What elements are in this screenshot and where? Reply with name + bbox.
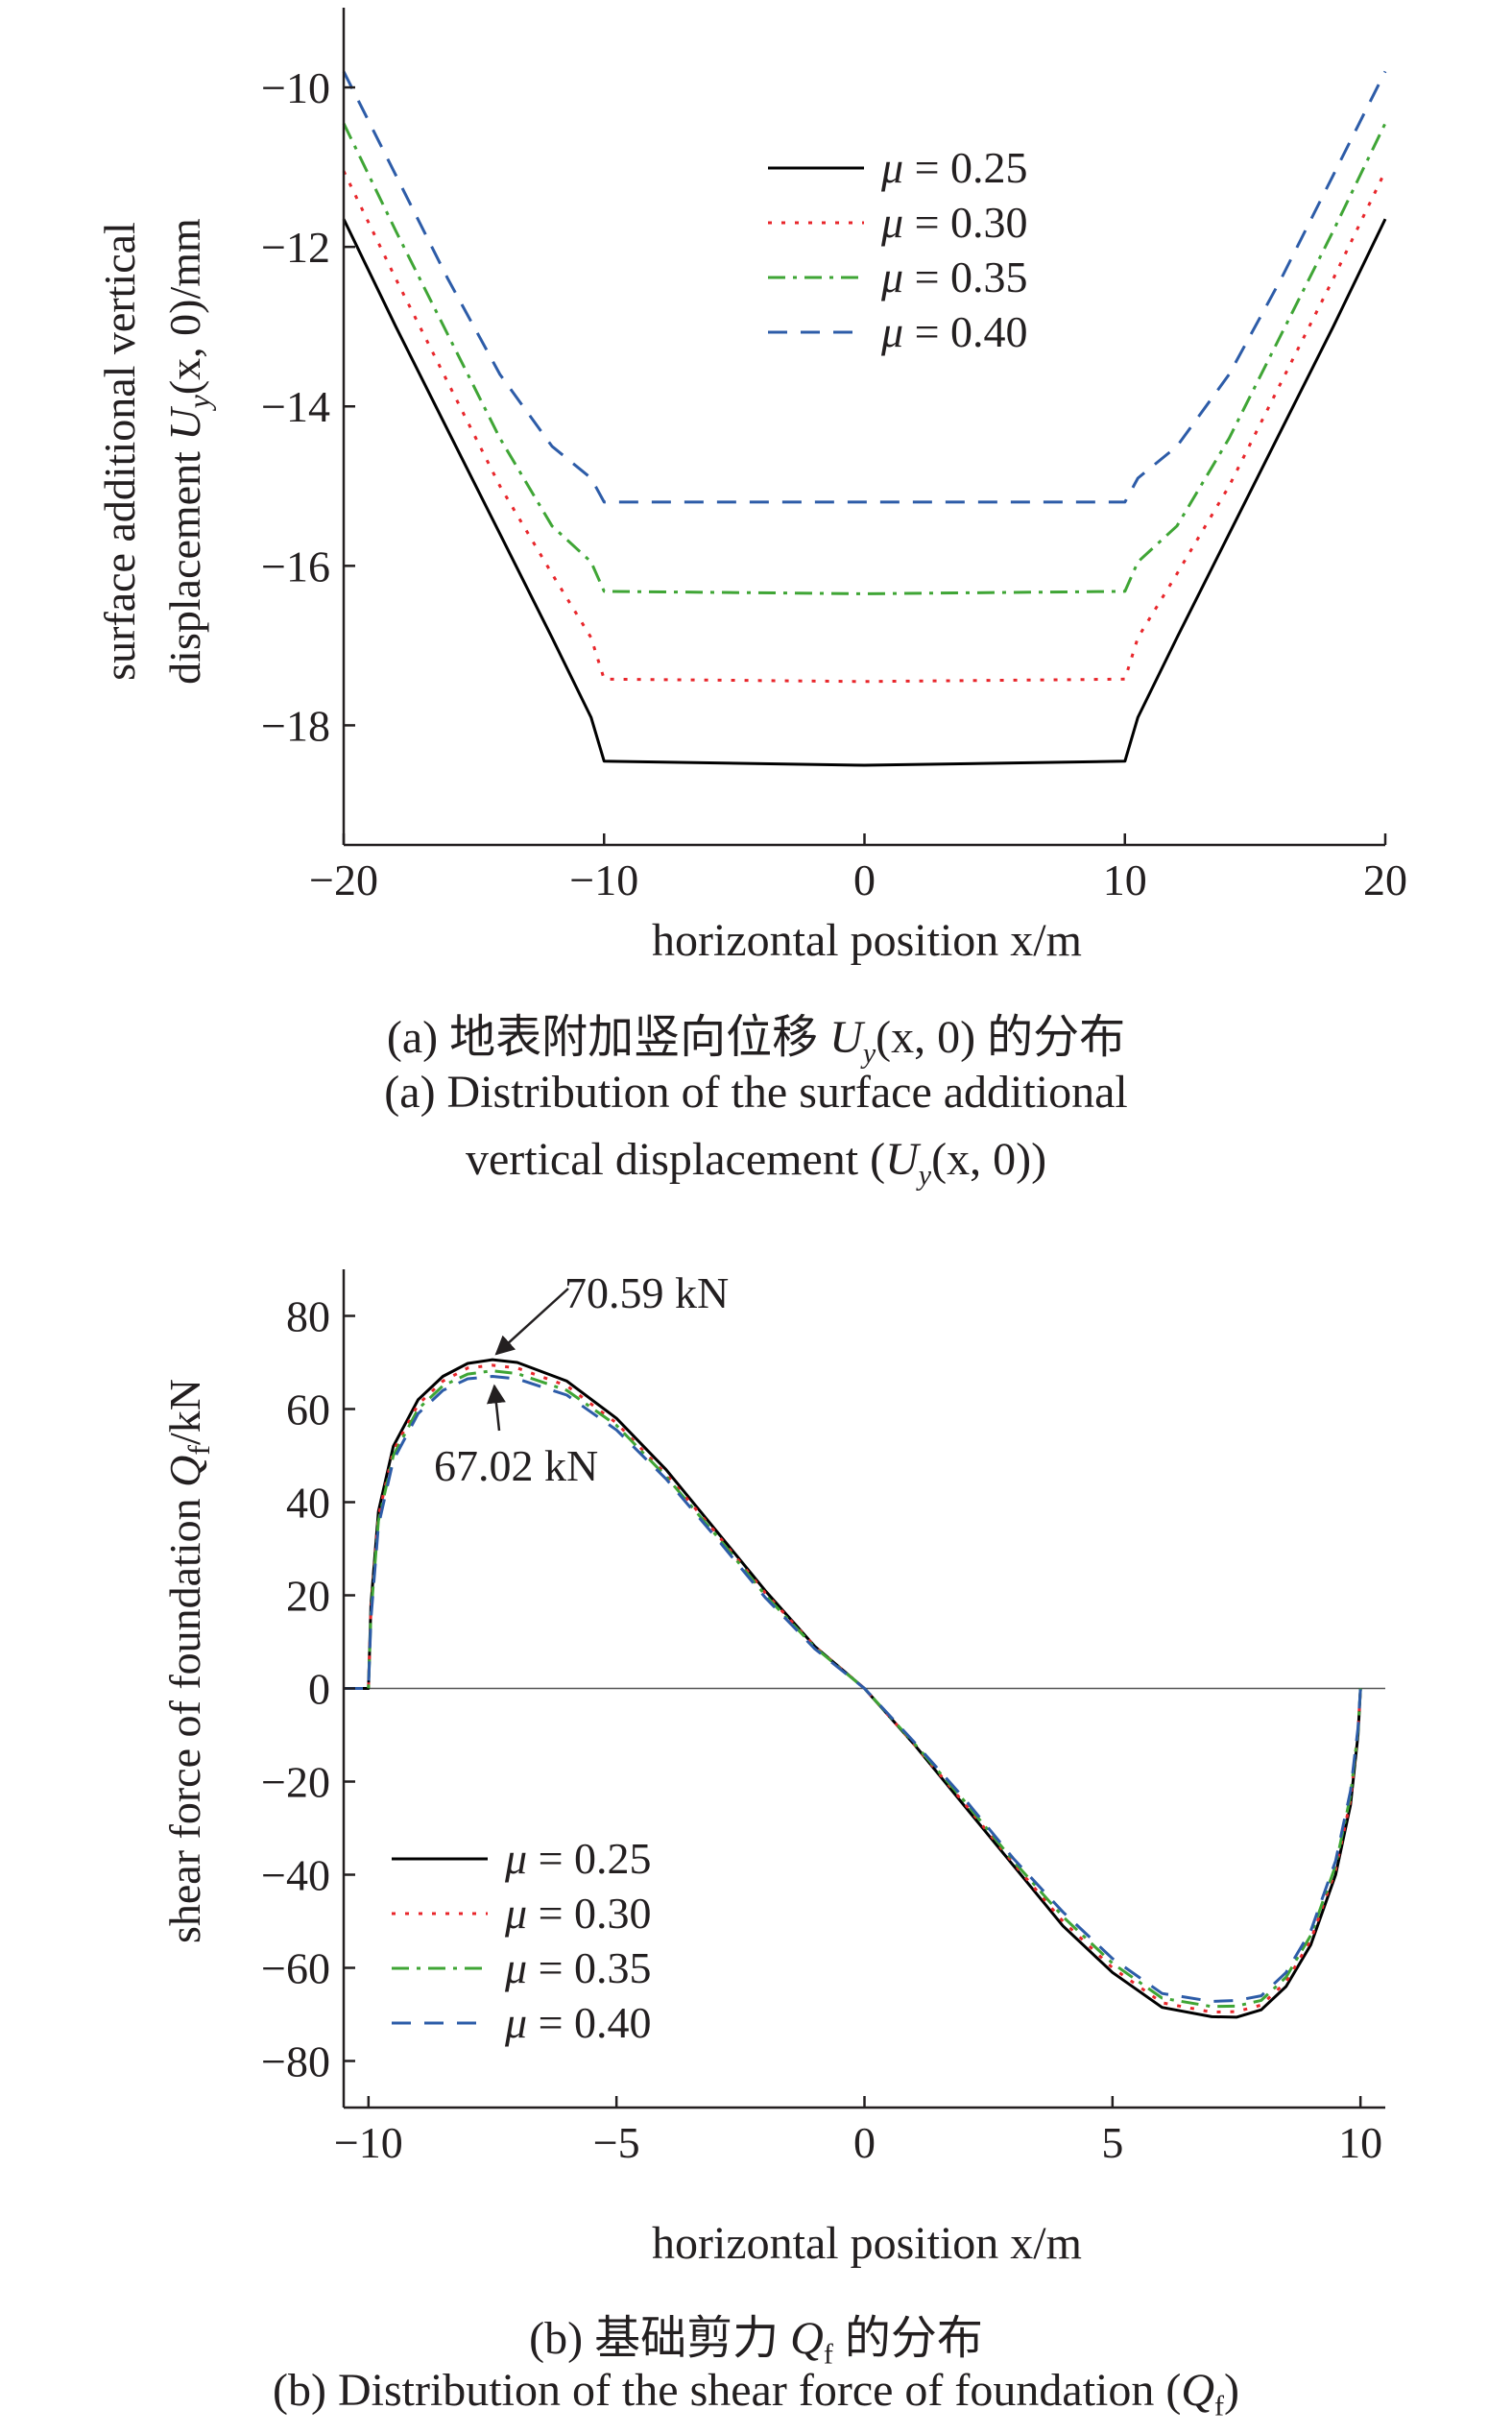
series-line-3	[342, 122, 1387, 595]
legend-label-2: μ = 0.30	[880, 198, 1028, 247]
legend-label-1: μ = 0.25	[504, 1834, 652, 1883]
chart-b-xlabel: horizontal position x/m	[652, 2218, 1082, 2269]
y-tick-label: −14	[261, 382, 330, 431]
y-tick-label: 40	[286, 1479, 330, 1528]
x-tick-label: 10	[1338, 2118, 1382, 2167]
caption-a-chinese: (a) 地表附加竖向位移 Uy(x, 0) 的分布	[386, 1012, 1126, 1070]
x-tick-label: 10	[1103, 856, 1147, 904]
annotation-label-max: 70.59 kN	[564, 1268, 729, 1317]
y-tick-label: −10	[261, 63, 330, 112]
series-line-2	[342, 170, 1387, 684]
chart-a-ylabel-line2: displacement Uy(x, 0)/mm	[160, 218, 216, 685]
x-tick-label: −10	[569, 856, 638, 904]
annotation-arrow-min	[486, 1384, 506, 1432]
y-tick-label: 20	[286, 1572, 330, 1621]
chart-b-ylabel: shear force of foundation Qf/kN	[160, 1379, 216, 1943]
x-tick-label: −20	[309, 856, 378, 904]
y-tick-label: −80	[261, 2037, 330, 2086]
legend-label-4: μ = 0.40	[504, 1998, 652, 2047]
chart-a: −20 −10 0 10 20 −10 −12 −14 −16 −18 μ = 0.25 μ = 0…	[95, 8, 1407, 966]
caption-a-english-line2: vertical displacement (Uy(x, 0))	[465, 1134, 1047, 1192]
chart-a-ylabel-line1: surface additional vertical	[95, 222, 144, 681]
y-tick-label: −20	[261, 1758, 330, 1807]
legend-label-3: μ = 0.35	[504, 1943, 652, 1992]
y-tick-label: 80	[286, 1292, 330, 1341]
x-tick-label: 0	[853, 2118, 876, 2167]
series-line-4	[342, 70, 1387, 504]
y-tick-label: −16	[261, 542, 330, 590]
legend-label-2: μ = 0.30	[504, 1889, 652, 1938]
annotation-label-min: 67.02 kN	[434, 1441, 598, 1490]
x-tick-label: 0	[853, 856, 876, 904]
y-tick-label: −40	[261, 1851, 330, 1900]
y-tick-label: 60	[286, 1386, 330, 1434]
series-line-1	[342, 218, 1387, 767]
x-tick-label: 20	[1363, 856, 1407, 904]
series-line-4	[344, 1375, 1362, 2003]
caption-b-chinese: (b) 基础剪力 Qf 的分布	[529, 2313, 983, 2371]
x-tick-label: 5	[1101, 2118, 1123, 2167]
caption-a-english-line1: (a) Distribution of the surface addition…	[384, 1067, 1128, 1118]
chart-a-xlabel: horizontal position x/m	[652, 915, 1082, 966]
legend-label-4: μ = 0.40	[880, 307, 1028, 356]
x-tick-label: −10	[334, 2118, 403, 2167]
x-tick-label: −5	[593, 2118, 640, 2167]
legend-label-1: μ = 0.25	[880, 143, 1028, 192]
y-tick-label: 0	[308, 1665, 330, 1714]
y-tick-label: −18	[261, 701, 330, 750]
chart-b: −10 −5 0 5 10 80 60 40 20 0 −20 −40 −60 −80 μ = 0.25 μ…	[160, 1268, 1385, 2269]
y-tick-label: −60	[261, 1944, 330, 1993]
annotation-arrow-max	[494, 1288, 569, 1356]
y-tick-label: −12	[261, 223, 330, 272]
caption-b-english: (b) Distribution of the shear force of f…	[272, 2365, 1240, 2422]
legend-label-3: μ = 0.35	[880, 253, 1028, 301]
